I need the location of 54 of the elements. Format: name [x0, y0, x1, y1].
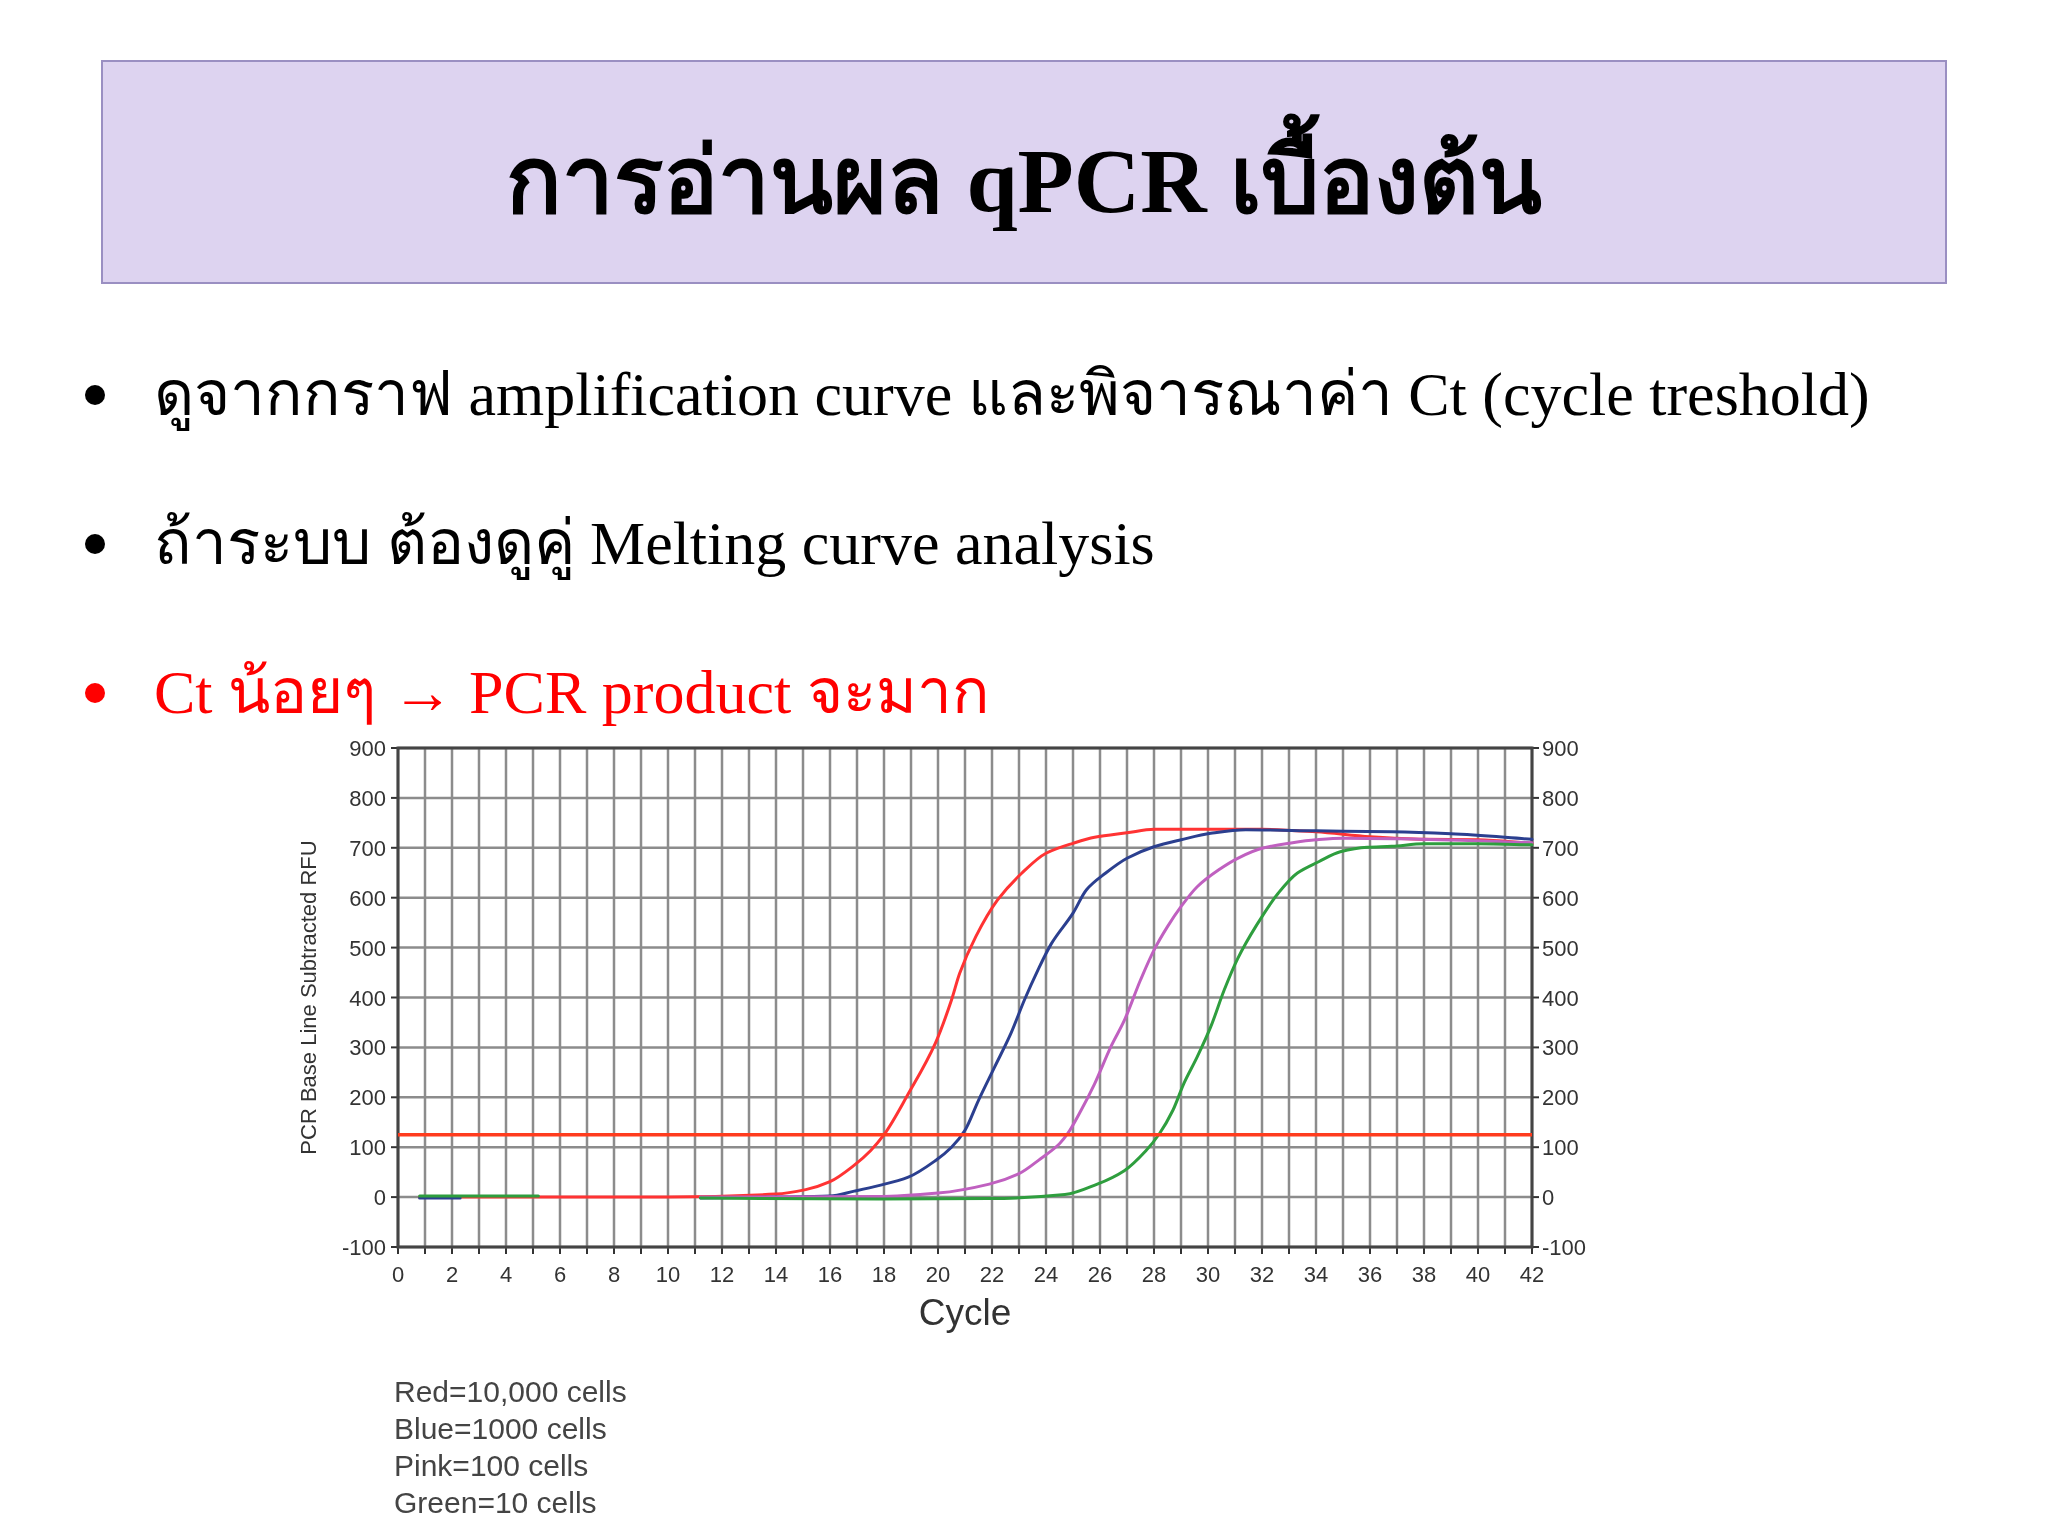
- x-tick-label: 24: [1033, 1262, 1059, 1287]
- y-tick-label: 100: [349, 1135, 386, 1161]
- y2-tick-label: 400: [1542, 985, 1579, 1011]
- text: Ct น้อยๆ → PCR product จะมาก: [154, 658, 990, 726]
- y2-tick-label: 0: [1542, 1185, 1555, 1211]
- x-tick-label: 26: [1087, 1262, 1113, 1287]
- x-tick-label: 16: [817, 1262, 843, 1287]
- x-tick-label: 12: [709, 1262, 735, 1287]
- chart-title: การอ่านผล qPCR เบื้องต้น: [506, 113, 1542, 232]
- y-tick-label: 600: [349, 885, 386, 911]
- x-tick-label: 32: [1249, 1262, 1275, 1287]
- x-tick-label: 34: [1303, 1262, 1329, 1287]
- x-tick-label: 0: [391, 1262, 405, 1287]
- text: ถ้าระบบ ต้องดูคู่ Melting curve analysis: [154, 509, 1155, 580]
- x-tick-label: 38: [1411, 1262, 1437, 1287]
- y-tick-label: 800: [349, 785, 386, 811]
- y-axis-title: PCR Base Line Subtracted RFU: [296, 840, 321, 1155]
- y2-tick-label: 700: [1542, 835, 1579, 861]
- text: Pink=100 cells: [394, 1449, 589, 1482]
- y2-tick-label: 600: [1542, 885, 1579, 911]
- x-tick-label: 8: [607, 1262, 621, 1287]
- y-tick-label: 500: [349, 935, 386, 961]
- y2-tick-label: 500: [1542, 935, 1579, 961]
- y2-tick-label: 800: [1542, 785, 1579, 811]
- x-tick-label: 4: [499, 1262, 513, 1287]
- x-tick-label: 36: [1357, 1262, 1383, 1287]
- text: Blue=1000 cells: [394, 1412, 607, 1445]
- x-tick-label: 10: [655, 1262, 681, 1287]
- x-tick-label: 28: [1141, 1262, 1167, 1287]
- x-tick-label: 6: [553, 1262, 567, 1287]
- text: Red=10,000 cells: [394, 1375, 627, 1408]
- text: Green=10 cells: [394, 1486, 597, 1519]
- y-tick-label: 200: [349, 1085, 386, 1111]
- y-tick-label: 700: [349, 835, 386, 861]
- y-tick-label: 900: [349, 736, 386, 761]
- y2-tick-label: -100: [1542, 1235, 1587, 1260]
- x-tick-label: 40: [1465, 1262, 1491, 1287]
- y2-tick-label: 900: [1542, 736, 1579, 761]
- y-tick-label: -100: [341, 1235, 386, 1260]
- y2-tick-label: 100: [1542, 1135, 1579, 1161]
- x-tick-label: 20: [925, 1262, 951, 1287]
- x-tick-label: 42: [1519, 1262, 1545, 1287]
- y2-tick-label: 200: [1542, 1085, 1579, 1111]
- text: ดูจากกราฟ amplification curve และพิจารณาค่า Ct (cycle treshold): [154, 360, 1870, 431]
- x-tick-label: 18: [871, 1262, 897, 1287]
- x-tick-label: 2: [445, 1262, 459, 1287]
- y2-tick-label: 300: [1542, 1035, 1579, 1061]
- x-tick-label: 22: [979, 1262, 1005, 1287]
- x-tick-label: 30: [1195, 1262, 1221, 1287]
- y-tick-label: 0: [373, 1185, 386, 1211]
- x-tick-label: 14: [763, 1262, 789, 1287]
- x-axis-title: Cycle: [918, 1292, 1012, 1333]
- y-tick-label: 400: [349, 985, 386, 1011]
- y-tick-label: 300: [349, 1035, 386, 1061]
